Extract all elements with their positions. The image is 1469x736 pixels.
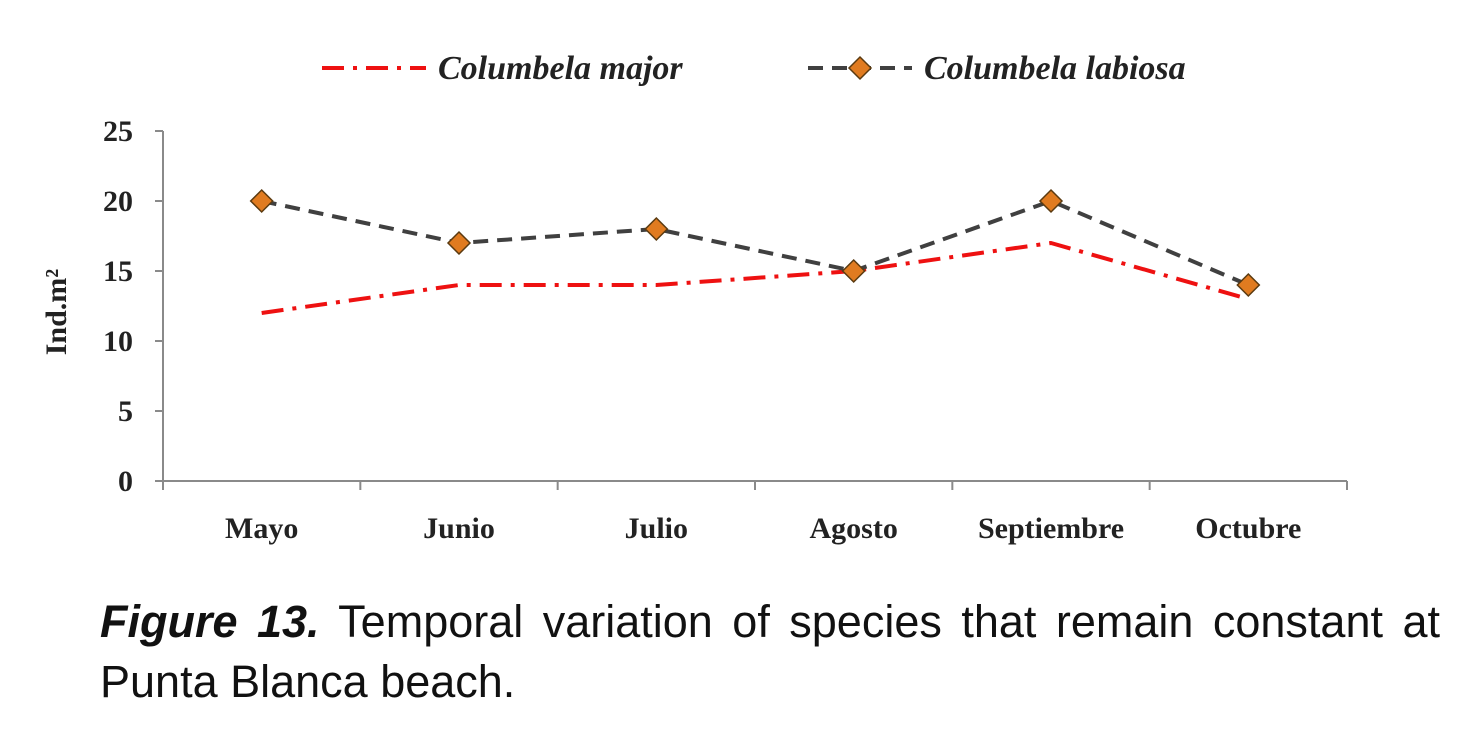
y-tick-label: 10: [103, 325, 133, 358]
series-line-1: [261, 241, 1249, 315]
data-point-marker: [1236, 272, 1261, 298]
x-tick-label: Septiembre: [978, 512, 1124, 545]
data-point-marker: [841, 258, 866, 284]
y-tick-label: 5: [118, 395, 133, 428]
figure-caption-label: Figure 13.: [100, 596, 320, 647]
chart-markers: [249, 188, 1261, 298]
data-point-marker: [446, 230, 472, 256]
figure-caption: Figure 13. Temporal variation of species…: [100, 592, 1440, 712]
series-line-2: [261, 199, 1250, 287]
y-axis-label: Ind.m²: [40, 269, 73, 356]
legend-swatch-marker: [847, 55, 873, 81]
y-tick-label: 20: [103, 185, 133, 218]
y-tick-label: 15: [103, 255, 133, 288]
y-tick-label: 0: [118, 465, 133, 498]
x-tick-label: Octubre: [1195, 512, 1301, 545]
data-point-marker: [644, 216, 669, 242]
x-tick-label: Agosto: [809, 512, 897, 545]
x-tick-label: Junio: [423, 512, 495, 545]
data-point-marker: [249, 188, 274, 214]
x-tick-label: Mayo: [225, 512, 298, 545]
x-tick-label: Julio: [625, 512, 688, 545]
data-point-marker: [1038, 188, 1064, 214]
chart-series: [261, 199, 1250, 315]
y-tick-label: 25: [103, 115, 133, 148]
figure-caption-text: Temporal variation of species that remai…: [100, 596, 1440, 707]
chart-axes: 0 5 10 15 20 25 Mayo Junio Julio Agosto Septiembre…: [40, 115, 1348, 545]
line-chart: Columbela major Columbela labiosa 0 5 10 15 2…: [40, 50, 1348, 545]
chart-legend: Columbela major Columbela labiosa: [322, 50, 1186, 87]
legend-label: Columbela labiosa: [924, 50, 1186, 87]
legend-label: Columbela major: [438, 50, 683, 87]
